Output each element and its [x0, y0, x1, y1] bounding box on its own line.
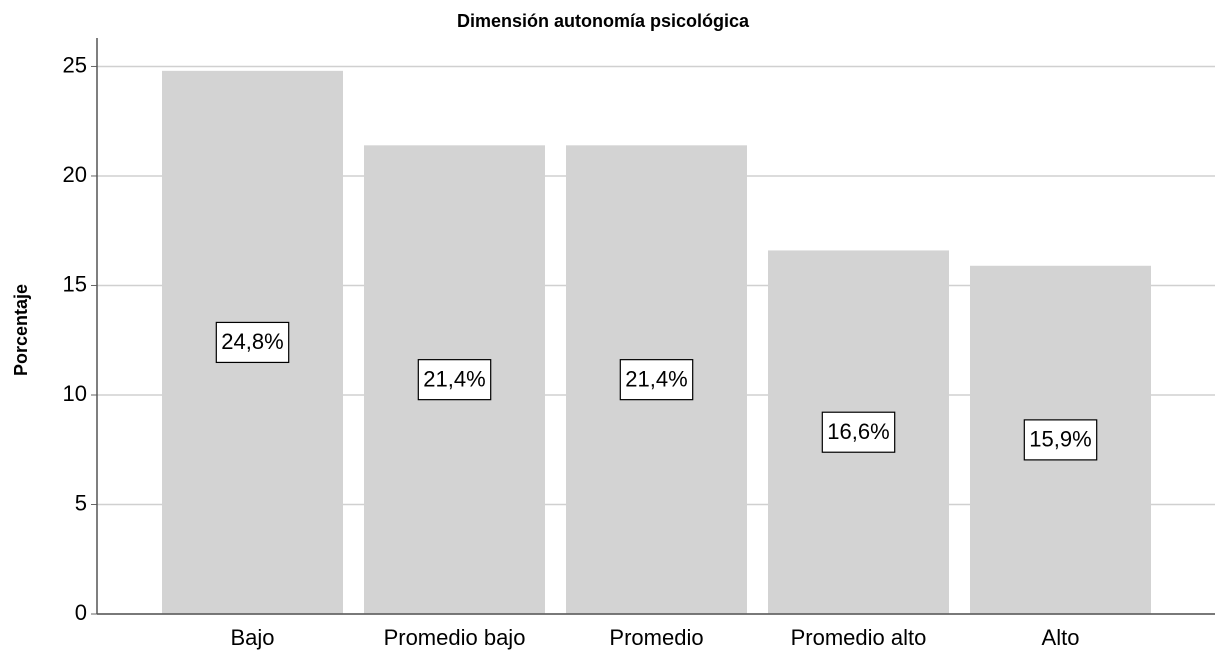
value-label-box — [821, 411, 896, 453]
value-label: 24,8% — [221, 329, 283, 354]
x-tick-label: Promedio alto — [791, 625, 927, 650]
y-tick-label: 5 — [75, 490, 87, 515]
x-tick-label: Bajo — [230, 625, 274, 650]
value-label: 16,6% — [827, 419, 889, 444]
y-tick-label: 15 — [63, 271, 87, 296]
y-axis-label: Porcentaje — [11, 284, 31, 376]
value-label: 15,9% — [1029, 427, 1091, 452]
value-label: 21,4% — [625, 366, 687, 391]
y-tick-label: 20 — [63, 162, 87, 187]
value-label-box — [619, 359, 694, 401]
value-label-box — [1023, 419, 1098, 461]
value-label-box — [215, 321, 290, 364]
y-tick-label: 10 — [63, 381, 87, 406]
chart-title: Dimensión autonomía psicológica — [457, 11, 750, 31]
x-tick-label: Promedio — [609, 625, 703, 650]
x-tick-label: Alto — [1042, 625, 1080, 650]
y-tick-label: 25 — [63, 52, 87, 77]
value-label-box — [417, 359, 492, 401]
y-tick-label: 0 — [75, 600, 87, 625]
x-tick-label: Promedio bajo — [384, 625, 526, 650]
value-label: 21,4% — [423, 366, 485, 391]
